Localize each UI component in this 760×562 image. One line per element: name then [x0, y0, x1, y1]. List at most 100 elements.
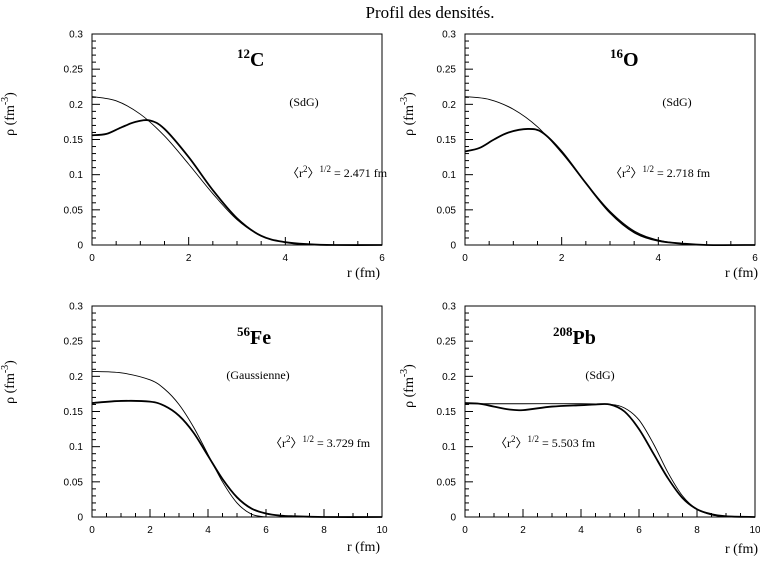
x-tick-label: 0 — [462, 253, 468, 264]
density-curve-thick — [464, 402, 756, 518]
rms-radius-label: 〈r2〉1/2 = 2.471 fm — [287, 164, 388, 180]
y-tick-label: 0.05 — [64, 477, 84, 488]
density-curves — [464, 402, 756, 518]
rms-radius-label: 〈r2〉1/2 = 3.729 fm — [270, 434, 371, 450]
element-symbol: Pb — [573, 327, 596, 349]
y-axis-label: ρ (fm-3) — [0, 92, 18, 136]
y-tick-label: 0.3 — [69, 302, 83, 313]
y-tick-labels: 0 0.05 0.1 0.15 0.2 0.25 0.3 — [437, 302, 457, 524]
y-tick-label: 0.15 — [64, 407, 84, 418]
nucleus-label: 208Pb — [553, 324, 596, 349]
y-tick-label: 0.15 — [64, 135, 84, 146]
density-curves — [91, 96, 383, 246]
y-tick-label: 0.05 — [437, 205, 457, 216]
density-curve-thin — [465, 403, 756, 518]
y-tick-label: 0.25 — [437, 337, 457, 348]
x-axis-label: r (fm) — [347, 266, 380, 281]
y-tick-labels: 0 0.05 0.1 0.15 0.2 0.25 0.3 — [64, 302, 84, 524]
y-tick-label: 0.3 — [442, 302, 456, 313]
mass-number: 12 — [237, 46, 250, 61]
x-tick-label: 4 — [205, 525, 211, 536]
x-tick-label: 4 — [578, 525, 584, 536]
model-label: (Gaussienne) — [226, 368, 289, 382]
model-label: (SdG) — [289, 95, 318, 109]
panel-carbon-12: 0 0.05 0.1 0.15 0.2 0.25 0.3 0 2 4 6 12C (SdG) 〈r… — [0, 30, 388, 282]
x-tick-labels: 0 2 4 6 8 10 — [462, 525, 760, 536]
y-tick-label: 0.25 — [64, 337, 84, 348]
x-tick-label: 10 — [749, 525, 760, 536]
y-tick-label: 0.2 — [442, 372, 456, 383]
y-tick-label: 0.1 — [69, 442, 83, 453]
x-tick-label: 0 — [462, 525, 468, 536]
y-tick-label: 0.3 — [69, 30, 83, 41]
density-curves — [91, 370, 383, 518]
y-tick-label: 0.25 — [437, 65, 457, 76]
y-tick-label: 0.05 — [64, 205, 84, 216]
plot-frame — [91, 33, 383, 246]
x-tick-label: 8 — [694, 525, 700, 536]
y-tick-label: 0 — [77, 241, 83, 252]
x-tick-label: 4 — [656, 253, 662, 264]
y-tick-label: 0.2 — [442, 100, 456, 111]
rms-radius-label: 〈r2〉1/2 = 2.718 fm — [610, 164, 711, 180]
model-label: (SdG) — [585, 368, 614, 382]
x-tick-label: 2 — [147, 525, 153, 536]
tick-marks — [91, 33, 383, 246]
x-tick-label: 8 — [321, 525, 327, 536]
y-tick-label: 0.25 — [64, 65, 84, 76]
density-curve-thick — [91, 119, 383, 246]
y-tick-labels: 0 0.05 0.1 0.15 0.2 0.25 0.3 — [437, 30, 457, 252]
x-tick-label: 2 — [520, 525, 526, 536]
x-tick-label: 6 — [263, 525, 269, 536]
x-tick-label: 4 — [283, 253, 289, 264]
y-tick-label: 0.1 — [69, 170, 83, 181]
mass-number: 16 — [610, 46, 624, 61]
model-label: (SdG) — [662, 95, 691, 109]
x-tick-label: 6 — [379, 253, 385, 264]
y-tick-label: 0.15 — [437, 407, 457, 418]
y-tick-label: 0.05 — [437, 477, 457, 488]
density-curves — [464, 96, 756, 247]
y-tick-label: 0 — [450, 241, 456, 252]
y-tick-label: 0.1 — [442, 442, 456, 453]
density-curve-thick — [91, 399, 383, 518]
x-tick-labels: 0 2 4 6 8 10 — [89, 525, 388, 536]
nucleus-label: 16O — [610, 46, 639, 71]
element-symbol: C — [250, 49, 264, 71]
tick-marks — [464, 305, 756, 518]
y-tick-label: 0.3 — [442, 30, 456, 41]
x-axis-label: r (fm) — [725, 266, 758, 281]
x-tick-label: 10 — [376, 525, 388, 536]
y-axis-label: ρ (fm-3) — [399, 92, 417, 136]
density-curve-thick — [464, 128, 756, 247]
element-symbol: Fe — [250, 327, 271, 349]
rms-radius-label: 〈r2〉1/2 = 5.503 fm — [495, 434, 596, 450]
y-tick-label: 0.2 — [69, 100, 83, 111]
x-tick-labels: 0 2 4 6 — [462, 253, 758, 264]
nucleus-label: 56Fe — [237, 324, 271, 349]
figure-title: Profil des densités. — [366, 3, 495, 22]
mass-number: 208 — [553, 324, 573, 339]
x-tick-label: 6 — [752, 253, 758, 264]
density-curve-thin — [91, 370, 267, 518]
x-tick-label: 0 — [89, 253, 95, 264]
x-tick-label: 2 — [186, 253, 192, 264]
x-tick-labels: 0 2 4 6 — [89, 253, 385, 264]
panel-iron-56: 0 0.05 0.1 0.15 0.2 0.25 0.3 0 2 4 6 8 10 56Fe (Gau… — [0, 302, 388, 556]
x-axis-label: r (fm) — [347, 540, 380, 555]
y-tick-label: 0.1 — [442, 170, 456, 181]
plot-frame — [464, 305, 756, 518]
element-symbol: O — [623, 49, 639, 71]
y-tick-label: 0 — [77, 513, 83, 524]
nucleus-label: 12C — [237, 46, 264, 71]
mass-number: 56 — [237, 324, 251, 339]
x-axis-label: r (fm) — [725, 542, 758, 557]
panel-oxygen-16: 0 0.05 0.1 0.15 0.2 0.25 0.3 0 2 4 6 16O (SdG) 〈r… — [399, 30, 758, 282]
x-tick-label: 6 — [636, 525, 642, 536]
y-tick-label: 0 — [450, 513, 456, 524]
x-tick-label: 2 — [559, 253, 565, 264]
y-tick-label: 0.2 — [69, 372, 83, 383]
y-tick-labels: 0 0.05 0.1 0.15 0.2 0.25 0.3 — [64, 30, 84, 252]
x-tick-label: 0 — [89, 525, 95, 536]
